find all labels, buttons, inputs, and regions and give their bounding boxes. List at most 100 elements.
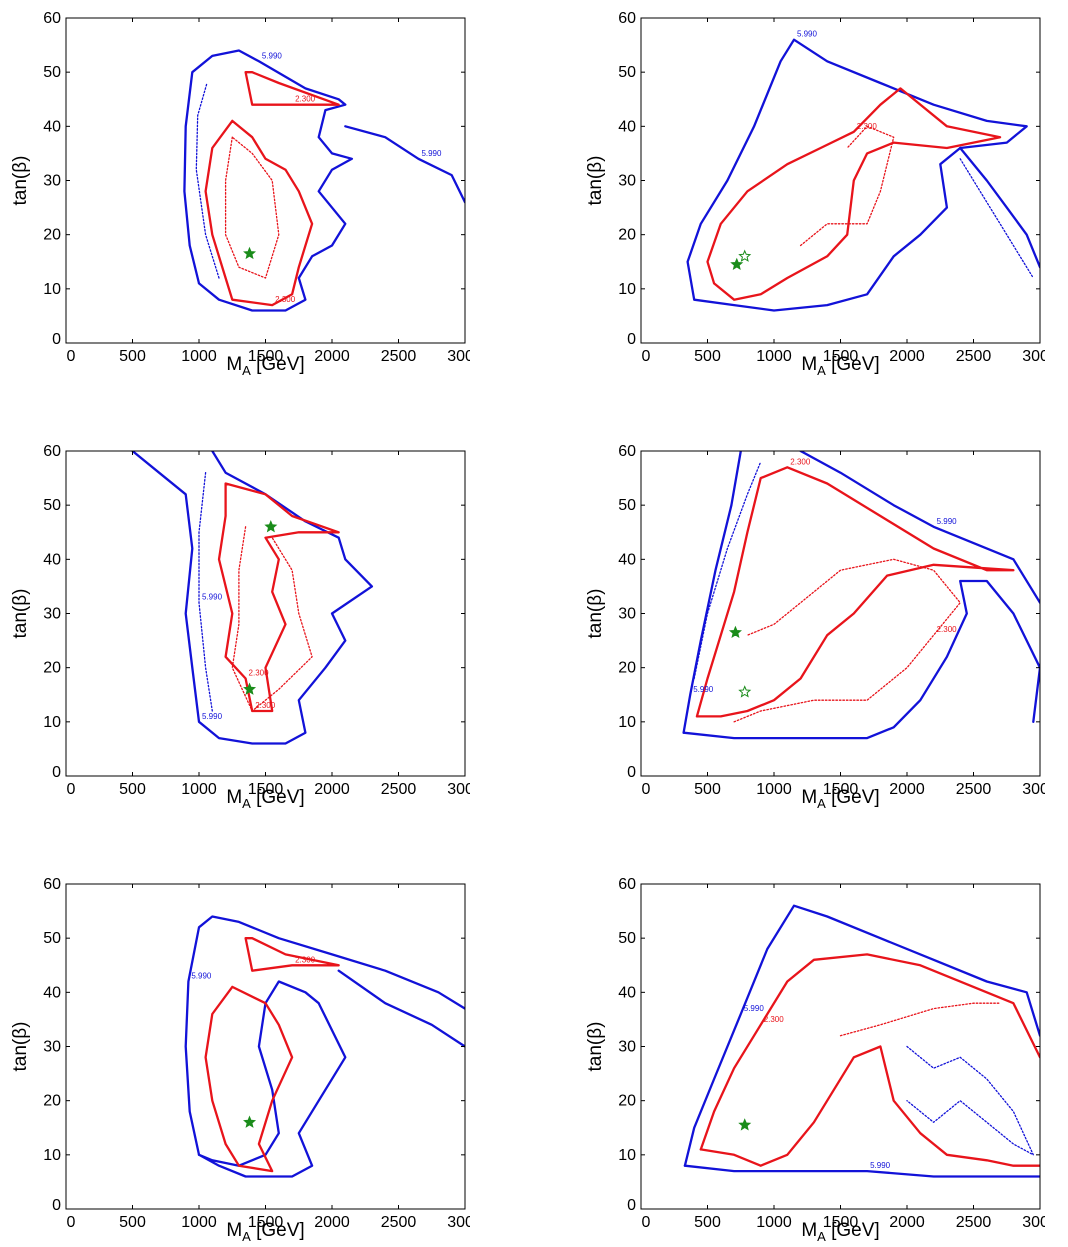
x-tick-label: 1000 (756, 348, 792, 365)
y-tick-label: 60 (43, 10, 61, 27)
x-tick-label: 1500 (823, 1214, 859, 1231)
x-tick-label: 0 (642, 348, 651, 365)
y-tick-label: 0 (627, 1197, 636, 1214)
x-tick-label: 2000 (889, 781, 925, 798)
contour-red-solid-2.300 (244, 71, 340, 106)
contour-red-solid-2.300 (244, 937, 340, 972)
y-tick-label: 0 (52, 331, 61, 348)
x-tick-label: 1500 (823, 781, 859, 798)
x-tick-label: 2500 (381, 348, 417, 365)
contour-red-solid-2.300 (699, 953, 1040, 1151)
y-tick-label: 0 (627, 764, 636, 781)
y-tick-label: 60 (618, 10, 636, 27)
contour-red-dotted-2.300 (839, 1002, 1001, 1037)
y-tick-label: 0 (627, 331, 636, 348)
y-tick-label: 0 (52, 1197, 61, 1214)
y-tick-label: 60 (43, 443, 61, 460)
contour-layer: 5.990 5.990 2.300 2.300 (682, 451, 1040, 740)
x-tick-label: 1000 (181, 348, 217, 365)
x-tick-label: 2000 (314, 1214, 350, 1231)
contour-red-dotted-2.300 (231, 526, 313, 712)
x-tick-label: 500 (694, 781, 721, 798)
best-fit-star-marker (738, 685, 752, 698)
x-tick-label: 0 (67, 781, 76, 798)
x-axis-label: MA [GeV] (801, 1220, 879, 1242)
contour-blue-solid-5.990 (799, 451, 1040, 604)
y-tick-label: 40 (43, 551, 61, 568)
y-tick-label: 30 (43, 173, 61, 190)
x-tick-label: 2500 (956, 1214, 992, 1231)
contour-layer: 5.990 5.990 2.300 2.300 (131, 451, 374, 745)
contour-blue-solid-5.990 (184, 915, 465, 1156)
x-tick-label: 1000 (756, 1214, 792, 1231)
contour-level-label: 2.300 (764, 1015, 785, 1024)
contour-level-label: 5.990 (693, 685, 714, 694)
contour-layer: 5.990 2.300 5.990 (683, 904, 1040, 1178)
x-tick-label: 1500 (248, 781, 284, 798)
y-tick-label: 60 (43, 876, 61, 893)
contour-level-label: 5.990 (202, 593, 223, 602)
x-axis-label: MA [GeV] (226, 787, 304, 809)
x-tick-label: 500 (119, 781, 146, 798)
y-tick-label: 10 (618, 714, 636, 731)
axes-frame (65, 17, 466, 344)
contour-level-label: 5.990 (421, 149, 442, 158)
contour-red-dotted-2.300 (733, 558, 961, 723)
contour-level-label: 2.300 (295, 95, 316, 104)
best-fit-star-marker (738, 249, 752, 262)
y-tick-label: 50 (43, 930, 61, 947)
y-tick-label: 50 (618, 64, 636, 81)
contour-blue-dotted-5.990 (906, 1045, 1034, 1156)
y-axis-label: tan(β) (10, 589, 31, 639)
y-axis-label: tan(β) (10, 156, 31, 206)
y-tick-label: 20 (618, 1093, 636, 1110)
contour-blue-solid-5.990 (683, 904, 1040, 1167)
contour-blue-dotted-5.990 (198, 472, 213, 712)
contour-blue-solid-5.990 (197, 980, 347, 1178)
y-tick-label: 10 (43, 1147, 61, 1164)
y-tick-label: 40 (43, 984, 61, 1001)
best-fit-star-marker (738, 1118, 752, 1131)
y-tick-label: 50 (618, 497, 636, 514)
contour-level-label: 2.300 (249, 669, 270, 678)
contour-blue-dotted-5.990 (693, 461, 762, 680)
contour-red-solid-2.300 (204, 119, 314, 307)
contour-level-label: 5.990 (202, 712, 223, 721)
x-tick-label: 1500 (823, 348, 859, 365)
contour-level-label: 2.300 (790, 457, 811, 466)
x-tick-label: 0 (67, 348, 76, 365)
y-tick-label: 10 (43, 281, 61, 298)
contour-level-label: 5.990 (797, 30, 818, 39)
y-tick-label: 20 (43, 1093, 61, 1110)
x-tick-label: 1500 (248, 1214, 284, 1231)
x-tick-label: 2000 (889, 1214, 925, 1231)
contour-level-label: 5.990 (870, 1161, 891, 1170)
y-tick-label: 40 (618, 984, 636, 1001)
contour-blue-solid-5.990 (131, 451, 374, 745)
y-axis-label: tan(β) (585, 1022, 606, 1072)
axes-frame (640, 450, 1041, 777)
x-tick-label: 500 (119, 348, 146, 365)
y-tick-label: 50 (618, 930, 636, 947)
plot-panel-top-left: 2.300 5.990 5.990 2.300 0 500 1000 1500 2000 2500… (0, 0, 483, 381)
plot-panel-middle-right: 5.990 5.990 2.300 2.300 0 500 1000 1500 2000 2500… (575, 433, 1058, 814)
contour-blue-solid-5.990 (959, 146, 1040, 269)
contour-blue-solid-5.990 (337, 969, 465, 1048)
contour-blue-solid-5.990 (183, 49, 354, 312)
contour-red-solid-2.300 (706, 87, 1002, 301)
contour-level-label: 2.300 (857, 122, 878, 131)
x-tick-label: 0 (642, 781, 651, 798)
x-tick-label: 500 (119, 1214, 146, 1231)
contour-layer: 2.300 5.990 (184, 915, 465, 1178)
y-tick-label: 30 (618, 606, 636, 623)
contour-level-label: 2.300 (937, 625, 958, 634)
contour-blue-solid-5.990 (686, 38, 1028, 312)
